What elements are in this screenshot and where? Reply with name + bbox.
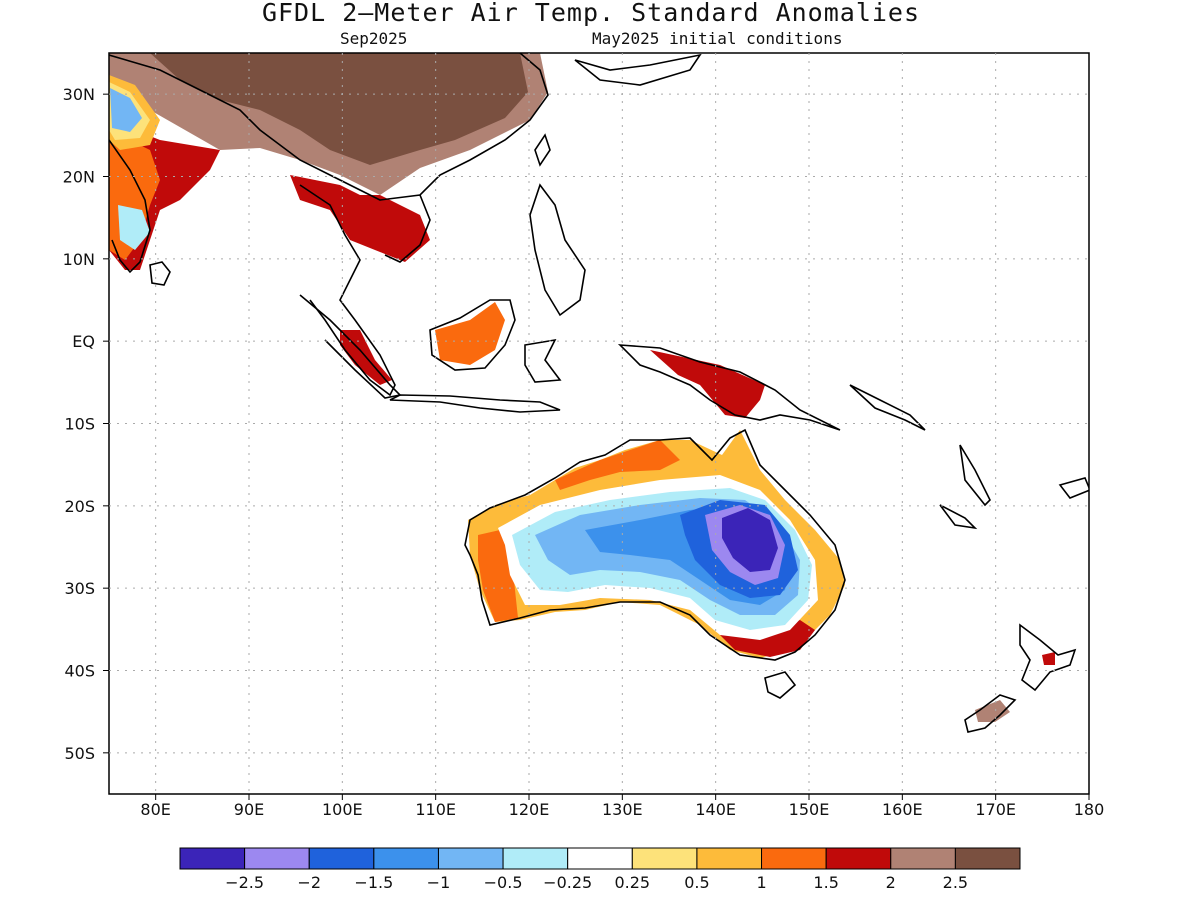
y-tick-label: 40S: [64, 662, 95, 681]
coast-newguinea: [617, 344, 841, 431]
coast-india: [109, 139, 151, 274]
latitude-axis: 30N 20N 10N EQ 10S 20S 30S 40S 50S: [63, 85, 109, 763]
coast-java: [389, 394, 561, 413]
field-nz: [975, 700, 1010, 722]
y-tick-label: 10S: [64, 415, 95, 434]
colorbar-swatch: [761, 847, 827, 870]
colorbar-swatch: [567, 847, 633, 870]
colorbar-label: 0.5: [684, 873, 709, 892]
x-tick-label: 110E: [415, 800, 456, 819]
longitude-axis: 80E 90E 100E 110E 120E 130E 140E 150E 160E 170E 18…: [140, 794, 1104, 819]
coast-australia: [464, 428, 846, 661]
colorbar-swatch: [308, 847, 375, 870]
coast-fiji: [1058, 477, 1089, 499]
field-australia-orange-n: [555, 440, 680, 490]
x-tick-label: 150E: [789, 800, 830, 819]
coast-vanuatu: [959, 444, 991, 507]
x-tick-label: 120E: [509, 800, 550, 819]
colorbar-label: −2.5: [225, 873, 264, 892]
colorbar-label: 2.5: [943, 873, 968, 892]
field-india-cool: [110, 88, 142, 132]
initial-conditions-label: May2025 initial conditions: [592, 29, 843, 48]
colorbar-label: −1.5: [354, 873, 393, 892]
field-borneo: [435, 302, 505, 365]
colorbar-label: 2: [886, 873, 896, 892]
x-tick-label: 90E: [234, 800, 264, 819]
colorbar-swatch: [179, 847, 246, 870]
graticule: [109, 53, 1089, 794]
x-tick-label: 80E: [140, 800, 170, 819]
field-nz-north: [1042, 652, 1055, 665]
y-tick-label: 20S: [64, 497, 95, 516]
coast-asia: [109, 53, 549, 201]
forecast-month: Sep2025: [340, 29, 408, 48]
coast-vietnam: [384, 194, 431, 263]
colorbar-label: −2: [297, 873, 321, 892]
coast-nz-north: [1019, 623, 1077, 692]
coast-japan: [574, 53, 702, 86]
colorbar: −2.5 −2 −1.5 −1 −0.5 −0.25 0.25 0.5 1 1.5 2 2.5: [179, 847, 1021, 892]
coast-taiwan: [534, 133, 551, 167]
anomaly-fields: [109, 53, 1055, 722]
colorbar-label: 1: [756, 873, 766, 892]
colorbar-swatch: [437, 847, 504, 870]
coast-philippines: [529, 183, 586, 317]
colorbar-swatch: [373, 847, 439, 870]
coast-nz-south: [964, 694, 1017, 733]
coast-indochina: [299, 184, 396, 397]
x-tick-label: 130E: [602, 800, 643, 819]
colorbar-label: −0.25: [543, 873, 592, 892]
colorbar-swatch: [825, 847, 892, 870]
colorbar-label: −0.5: [484, 873, 523, 892]
field-australia-se: [720, 620, 815, 657]
x-tick-label: 140E: [695, 800, 736, 819]
colorbar-label: 0.25: [614, 873, 650, 892]
colorbar-label: −1: [427, 873, 451, 892]
colorbar-swatch: [890, 847, 956, 870]
coast-solomon: [849, 384, 926, 431]
field-newguinea: [650, 350, 765, 418]
y-tick-label: 20N: [63, 168, 95, 187]
y-tick-label: 10N: [63, 250, 95, 269]
x-tick-label: 100E: [322, 800, 363, 819]
coast-borneo: [429, 299, 516, 371]
coast-srilanka: [149, 261, 171, 286]
y-tick-label: 30N: [63, 85, 95, 104]
map-title: GFDL 2–Meter Air Temp. Standard Anomalie…: [261, 0, 921, 27]
colorbar-label: 1.5: [813, 873, 838, 892]
coast-newcaledonia: [939, 504, 978, 530]
y-tick-label: 50S: [64, 744, 95, 763]
coast-sulawesi: [524, 338, 562, 383]
y-tick-label: 30S: [64, 579, 95, 598]
field-indochina: [290, 175, 430, 262]
colorbar-swatch: [244, 847, 310, 870]
colorbar-swatch: [631, 847, 698, 870]
colorbar-swatch: [696, 847, 763, 870]
coast-sumatra: [299, 294, 402, 399]
colorbar-swatch: [954, 847, 1021, 870]
coastlines: [109, 53, 1089, 733]
field-india-cool-2: [118, 205, 150, 250]
y-tick-label: EQ: [72, 332, 95, 351]
x-tick-label: 170E: [975, 800, 1016, 819]
colorbar-swatch: [502, 847, 569, 870]
field-australia-core: [722, 508, 778, 572]
x-tick-label: 160E: [882, 800, 923, 819]
x-tick-label: 180: [1074, 800, 1105, 819]
coast-tasmania: [764, 671, 797, 699]
field-china-strong: [150, 53, 528, 165]
